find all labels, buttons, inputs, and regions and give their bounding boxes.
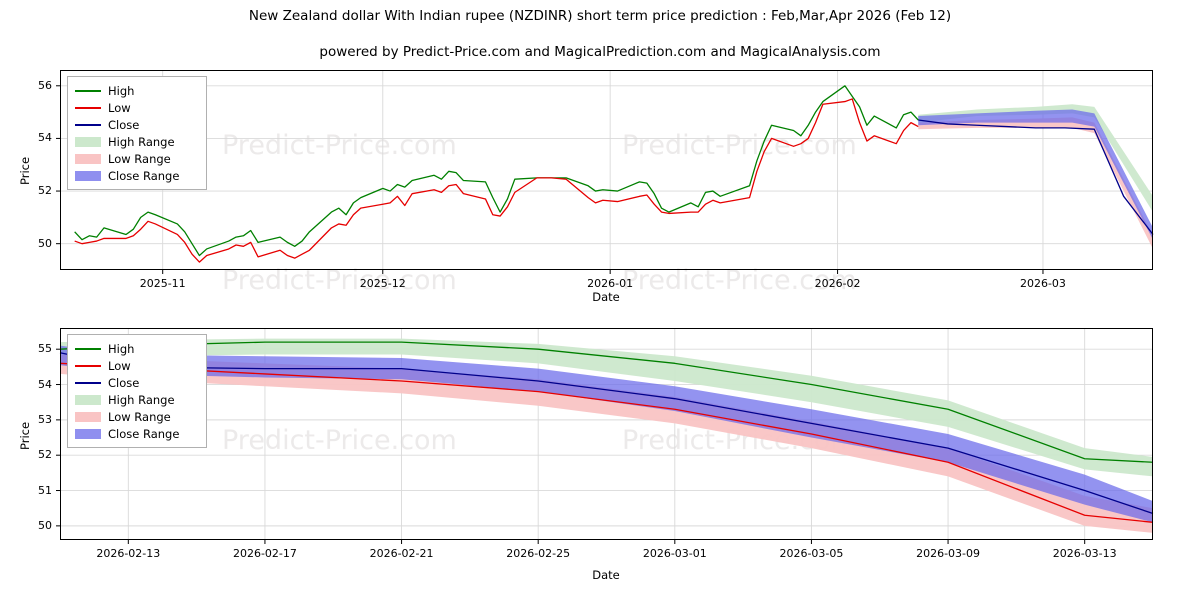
legend-item-close: Close [75,374,199,391]
top-chart-svg [56,70,1154,274]
close-range-key [75,170,101,181]
legend-label-close-range: Close Range [108,168,180,183]
y-tick-label: 52 [38,448,52,462]
y-tick-label: 54 [38,131,52,145]
legend-label-high-range: High Range [108,134,175,149]
x-tick-label: 2026-03-13 [1052,547,1117,560]
y-tick-label: 54 [38,377,52,391]
page-subtitle: powered by Predict-Price.com and Magical… [319,44,881,60]
page-title: New Zealand dollar With Indian rupee (NZ… [248,8,952,24]
bottom-plot-frame [60,328,1153,540]
y-tick-label: 52 [38,184,52,198]
x-tick-label: 2026-01 [587,277,634,290]
low-range-key [75,411,101,422]
y-tick-label: 51 [38,483,52,497]
bottom-x-axis-label: Date [592,568,620,582]
legend-item-low-range: Low Range [75,150,199,167]
legend-item-low: Low [75,357,199,374]
legend-label-close: Close [108,117,140,132]
low-line-key [75,102,101,113]
x-tick-label: 2026-03-09 [916,547,981,560]
legend-item-high-range: High Range [75,133,199,150]
low-line-key [75,360,101,371]
legend-item-close: Close [75,116,199,133]
legend-label-close: Close [108,375,140,390]
legend-item-high: High [75,82,199,99]
y-tick-label: 50 [38,518,52,532]
high-line-key [75,343,101,354]
legend-item-low: Low [75,99,199,116]
x-tick-label: 2026-02-13 [96,547,161,560]
legend-item-high: High [75,340,199,357]
high-range-key [75,394,101,405]
x-tick-label: 2026-02 [814,277,861,290]
close-line-key [75,119,101,130]
y-tick-label: 50 [38,236,52,250]
bottom-legend: High Low Close High Range Low Range Clos… [67,334,207,448]
legend-label-high: High [108,341,135,356]
y-tick-label: 56 [38,78,52,92]
legend-item-close-range: Close Range [75,167,199,184]
legend-label-high: High [108,83,135,98]
top-y-axis-label: Price [18,156,32,185]
x-tick-label: 2026-03-01 [642,547,707,560]
close-range-key [75,428,101,439]
legend-label-close-range: Close Range [108,426,180,441]
high-range-key [75,136,101,147]
x-tick-label: 2026-03-05 [779,547,844,560]
low-range-key [75,153,101,164]
legend-label-high-range: High Range [108,392,175,407]
legend-label-low: Low [108,358,131,373]
y-tick-label: 53 [38,412,52,426]
bottom-chart-panel: Predict-Price.com Predict-Price.com Pric… [0,320,1200,590]
y-tick-label: 55 [38,342,52,356]
x-tick-label: 2025-11 [139,277,186,290]
bottom-y-axis-label: Price [18,421,32,450]
legend-label-low-range: Low Range [108,409,171,424]
x-tick-label: 2026-02-21 [369,547,434,560]
top-chart-panel: Predict-Price.com Predict-Price.com Pred… [0,60,1200,310]
x-tick-label: 2026-02-17 [232,547,297,560]
high-line-key [75,85,101,96]
x-tick-label: 2026-02-25 [506,547,571,560]
legend-item-low-range: Low Range [75,408,199,425]
close-line-key [75,377,101,388]
top-legend: High Low Close High Range Low Range Clos… [67,76,207,190]
legend-label-low: Low [108,100,131,115]
top-plot-frame [60,70,1153,270]
x-tick-label: 2026-03 [1019,277,1066,290]
x-tick-label: 2025-12 [359,277,406,290]
top-x-axis-label: Date [592,290,620,304]
legend-item-high-range: High Range [75,391,199,408]
legend-label-low-range: Low Range [108,151,171,166]
legend-item-close-range: Close Range [75,425,199,442]
